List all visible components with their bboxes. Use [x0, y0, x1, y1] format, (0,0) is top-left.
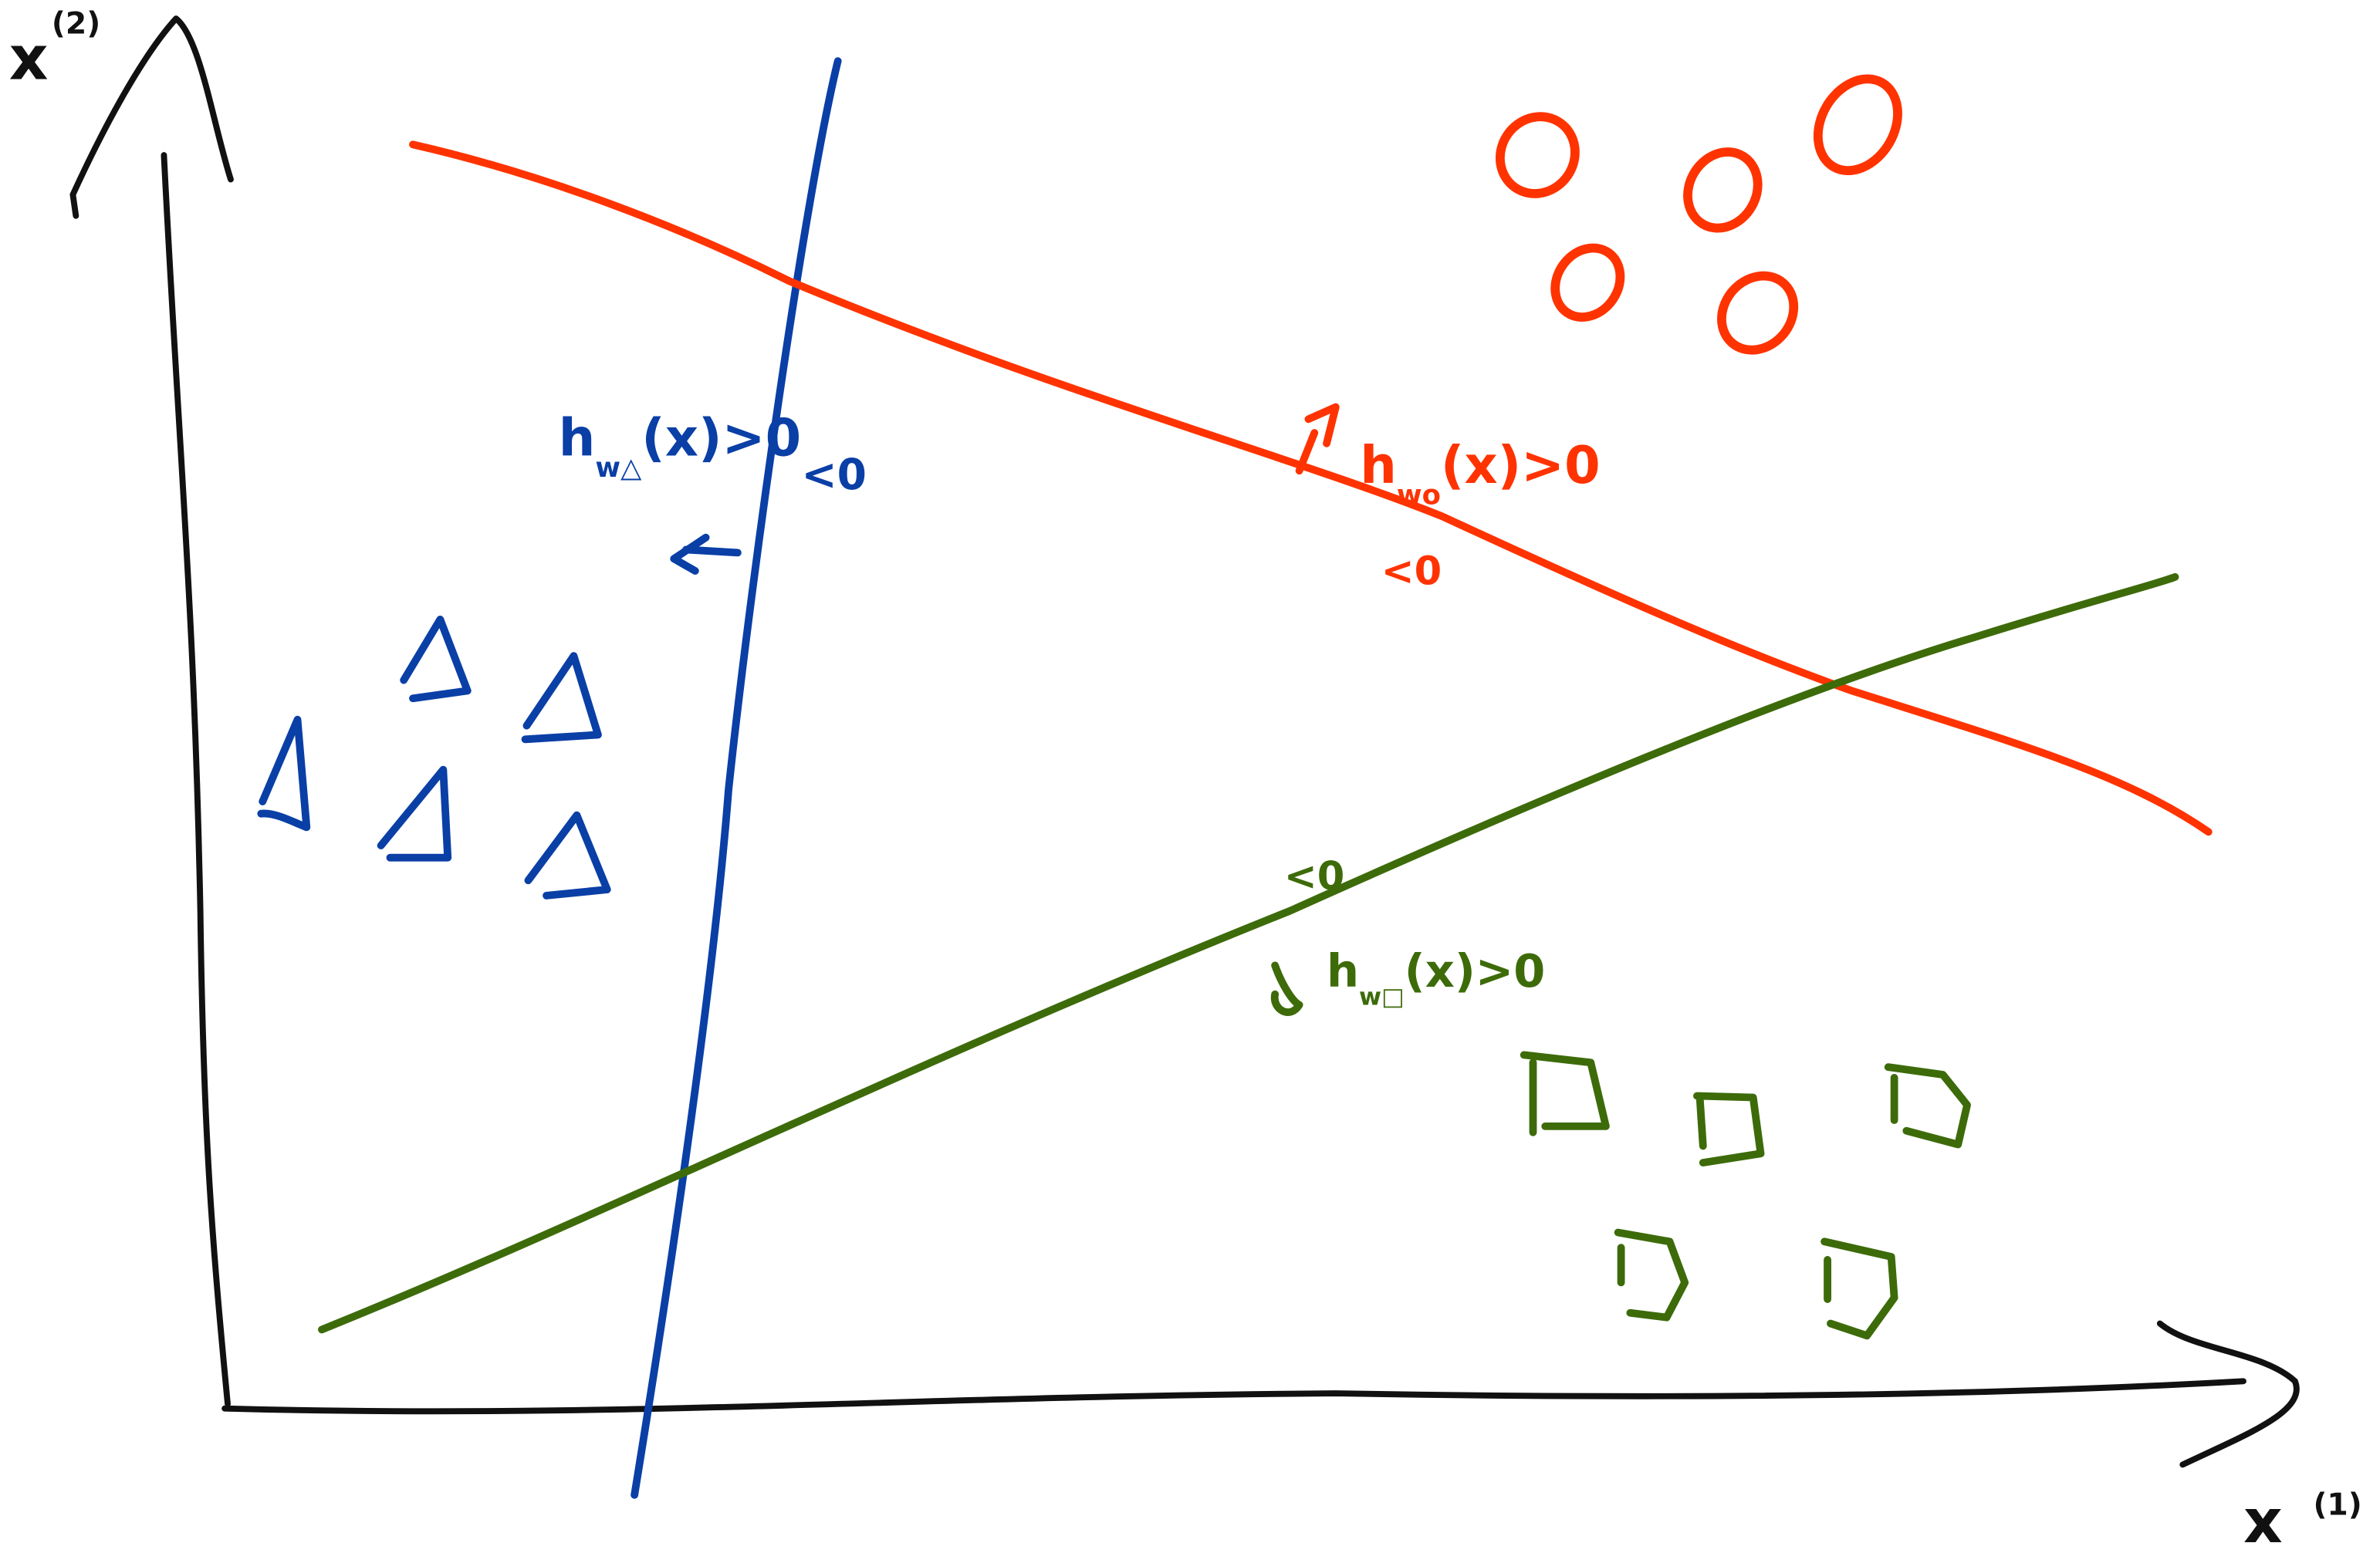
triangle-point: [257, 715, 311, 832]
square-point: [1820, 1237, 1898, 1340]
y-axis-label-superscript: (2): [52, 6, 100, 42]
x-axis-label: x: [2243, 1486, 2283, 1553]
triangle-point: [521, 652, 602, 744]
triangle-point: [524, 811, 611, 900]
y-axis-arrowhead: [69, 15, 234, 219]
square-points: [1520, 1051, 1971, 1340]
square-point: [1693, 1092, 1765, 1166]
y-axis: [161, 152, 231, 1407]
square-point: [1520, 1051, 1610, 1136]
circle-point: [1495, 112, 1580, 198]
triangle-decision-boundary: [630, 57, 842, 1499]
triangle-negative-label: <0: [801, 450, 866, 499]
square-classifier-label: hw□(x)>0: [1327, 944, 1545, 1011]
square-point: [1614, 1228, 1689, 1322]
square-decision-boundary: [318, 572, 2179, 1334]
circle-classifier-label: hwo(x)>0: [1360, 435, 1600, 511]
circle-point: [1813, 74, 1902, 176]
square-negative-label: <0: [1284, 854, 1344, 900]
triangle-points: [257, 616, 611, 900]
up-arrow-icon: [1295, 403, 1340, 475]
circle-point: [1717, 271, 1799, 355]
circle-point: [1550, 243, 1625, 322]
y-axis-label: x: [9, 23, 49, 94]
down-arrow-icon: [1270, 961, 1303, 1016]
triangle-point: [377, 765, 452, 862]
x-axis: [221, 1378, 2246, 1415]
x-axis-label-superscript: (1): [2313, 1487, 2361, 1522]
circle-decision-boundary: [409, 140, 2213, 836]
left-arrow-icon: [670, 533, 742, 575]
circle-points: [1495, 74, 1902, 355]
triangle-classifier-label: hw△(x)>0: [559, 408, 801, 484]
circle-negative-label: <0: [1381, 549, 1442, 595]
x-axis-arrowhead: [2156, 1320, 2300, 1468]
circle-point: [1683, 147, 1763, 233]
triangle-point: [400, 616, 472, 703]
square-point: [1884, 1063, 1971, 1149]
